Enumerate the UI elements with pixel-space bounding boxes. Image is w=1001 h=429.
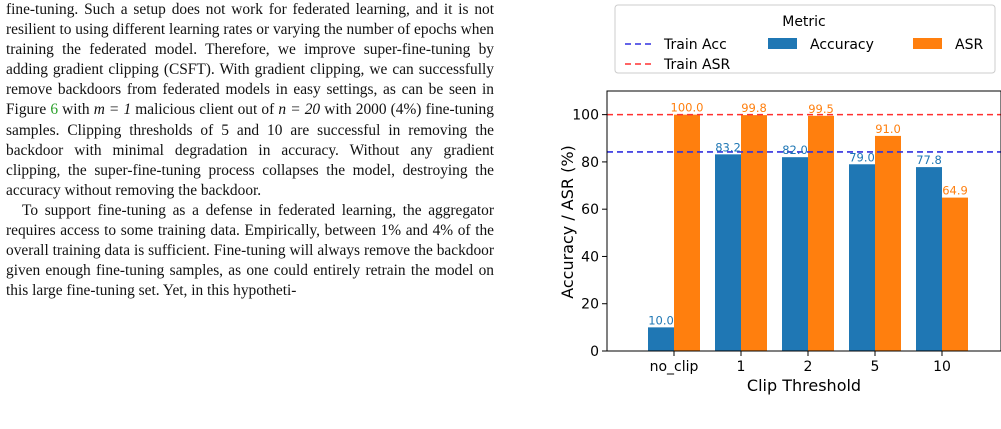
bar-label-asr-5: 91.0 <box>875 122 901 136</box>
x-tick-label: 2 <box>804 359 813 375</box>
bar-accuracy-5 <box>849 164 875 351</box>
bar-label-asr-2: 99.5 <box>808 102 834 116</box>
bar-label-asr-1: 99.8 <box>741 101 767 115</box>
math-m-expression: m = 1 <box>93 101 132 119</box>
bar-label-accuracy-no_clip: 10.0 <box>648 313 674 327</box>
x-axis: no_clip 1 2 5 10 <box>650 351 951 375</box>
paragraph-2: To support fine-tuning as a defense in f… <box>6 201 494 300</box>
legend: Metric Train Acc Accuracy ASR Train ASR <box>614 4 996 74</box>
bar-label-accuracy-10: 77.8 <box>916 153 942 167</box>
legend-label-asr: ASR <box>955 37 983 53</box>
paragraph-1-text-a: fine-tuning. Such a setup does not work … <box>6 1 494 119</box>
y-tick-label: 80 <box>581 155 599 171</box>
y-tick-label: 40 <box>581 249 599 265</box>
bar-accuracy-no_clip <box>648 327 674 351</box>
legend-swatch-accuracy <box>768 38 797 49</box>
math-n-expression: n = 20 <box>278 101 321 119</box>
bar-asr-1 <box>741 115 767 351</box>
figure-reference-link[interactable]: 6 <box>50 101 59 119</box>
bar-label-asr-10: 64.9 <box>942 184 968 198</box>
bar-asr-no_clip <box>674 114 700 352</box>
bars-group <box>648 114 968 352</box>
bar-label-accuracy-5: 79.0 <box>849 150 875 164</box>
bar-asr-5 <box>875 135 901 351</box>
bar-labels-group: 10.0 100.0 83.2 99.8 82.0 99.5 79.091.0 77.8 64.… <box>648 101 968 328</box>
y-tick-label: 100 <box>572 108 599 124</box>
x-tick-label: 1 <box>737 359 746 375</box>
bar-label-asr-no_clip: 100.0 <box>671 101 704 115</box>
bar-accuracy-1 <box>715 154 741 351</box>
reference-lines-group <box>607 113 1001 153</box>
y-tick-label: 60 <box>581 202 599 218</box>
paragraph-1: fine-tuning. Such a setup does not work … <box>6 0 494 201</box>
x-tick-label: no_clip <box>650 359 699 375</box>
legend-label-train-asr: Train ASR <box>663 57 731 73</box>
bar-label-accuracy-2: 82.0 <box>782 143 808 157</box>
bar-asr-2 <box>808 115 834 352</box>
legend-box <box>614 4 996 74</box>
plot-frame <box>606 90 1001 352</box>
x-tick-label: 10 <box>933 359 951 375</box>
bar-accuracy-2 <box>782 157 808 351</box>
bar-accuracy-10 <box>916 167 942 351</box>
legend-label-train-acc: Train Acc <box>663 37 727 53</box>
x-axis-label: Clip Threshold <box>747 376 861 395</box>
y-axis: 0 20 40 60 80 100 <box>572 108 607 360</box>
x-tick-label: 5 <box>871 359 880 375</box>
y-tick-label: 20 <box>581 297 599 313</box>
paper-text-column: fine-tuning. Such a setup does not work … <box>6 0 494 301</box>
y-axis-label: Accuracy / ASR (%) <box>558 145 577 299</box>
bar-label-accuracy-1: 83.2 <box>715 140 741 154</box>
legend-label-accuracy: Accuracy <box>810 37 874 53</box>
legend-swatch-asr <box>913 38 942 49</box>
bar-asr-10 <box>942 197 968 351</box>
y-tick-label: 0 <box>590 344 599 360</box>
paragraph-1-text-d: with 2000 (4%) fine-tuning samples. Clip… <box>6 101 494 199</box>
paragraph-1-text-b: with <box>62 101 90 119</box>
legend-title: Metric <box>782 14 826 30</box>
paragraph-1-text-c: malicious client out of <box>135 101 275 119</box>
